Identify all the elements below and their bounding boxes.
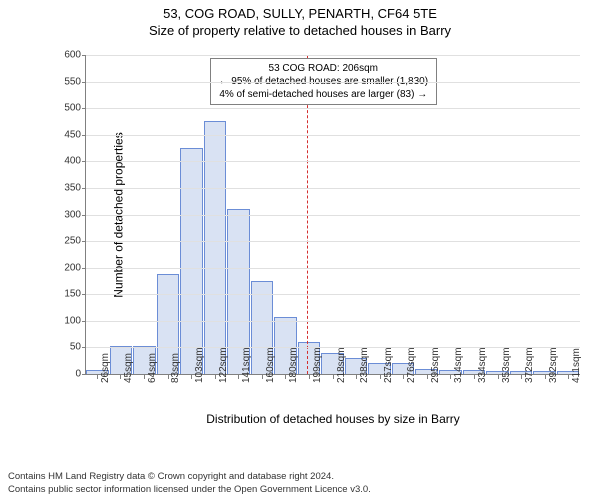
x-tick-label: 103sqm: [194, 347, 205, 383]
x-tick-label: 199sqm: [312, 347, 323, 383]
x-tick-label: 83sqm: [170, 353, 181, 383]
x-tick-mark: [545, 375, 546, 379]
y-tick-label: 50: [51, 342, 81, 353]
x-tick-mark: [191, 375, 192, 379]
y-tick-label: 350: [51, 182, 81, 193]
x-tick-mark: [380, 375, 381, 379]
x-tick-mark: [521, 375, 522, 379]
x-tick-label: 64sqm: [147, 353, 158, 383]
gridline: [86, 188, 580, 189]
y-tick-mark: [82, 161, 86, 162]
footer-line1: Contains HM Land Registry data © Crown c…: [8, 471, 371, 483]
gridline: [86, 55, 580, 56]
x-tick-mark: [97, 375, 98, 379]
y-tick-label: 600: [51, 50, 81, 61]
x-tick-label: 122sqm: [218, 347, 229, 383]
x-tick-mark: [168, 375, 169, 379]
x-tick-label: 26sqm: [100, 353, 111, 383]
x-tick-label: 257sqm: [383, 347, 394, 383]
x-tick-mark: [427, 375, 428, 379]
gridline: [86, 135, 580, 136]
y-tick-label: 0: [51, 369, 81, 380]
histogram-chart: Number of detached properties Distributi…: [55, 50, 585, 420]
x-tick-mark: [262, 375, 263, 379]
x-tick-label: 372sqm: [524, 347, 535, 383]
x-tick-mark: [474, 375, 475, 379]
gridline: [86, 268, 580, 269]
y-tick-label: 500: [51, 103, 81, 114]
y-tick-label: 300: [51, 209, 81, 220]
y-tick-mark: [82, 268, 86, 269]
x-tick-mark: [309, 375, 310, 379]
gridline: [86, 294, 580, 295]
x-tick-mark: [285, 375, 286, 379]
y-tick-label: 450: [51, 129, 81, 140]
x-tick-mark: [333, 375, 334, 379]
y-tick-label: 150: [51, 289, 81, 300]
gridline: [86, 241, 580, 242]
x-tick-mark: [403, 375, 404, 379]
x-tick-label: 276sqm: [406, 347, 417, 383]
y-tick-mark: [82, 135, 86, 136]
x-tick-label: 141sqm: [241, 347, 252, 383]
x-tick-label: 45sqm: [123, 353, 134, 383]
x-ticks-container: 26sqm45sqm64sqm83sqm103sqm122sqm141sqm16…: [85, 375, 580, 420]
x-tick-label: 218sqm: [336, 347, 347, 383]
y-tick-mark: [82, 82, 86, 83]
bar: [204, 121, 227, 374]
annotation-line3: 4% of semi-detached houses are larger (8…: [219, 88, 429, 101]
x-tick-label: 353sqm: [501, 347, 512, 383]
plot-area: Number of detached properties Distributi…: [85, 55, 580, 375]
y-tick-label: 100: [51, 315, 81, 326]
x-tick-mark: [498, 375, 499, 379]
x-tick-label: 295sqm: [430, 347, 441, 383]
x-tick-mark: [238, 375, 239, 379]
footer-line2: Contains public sector information licen…: [8, 484, 371, 496]
y-tick-mark: [82, 241, 86, 242]
y-tick-mark: [82, 108, 86, 109]
x-tick-label: 314sqm: [453, 347, 464, 383]
x-tick-label: 160sqm: [265, 347, 276, 383]
x-tick-label: 238sqm: [359, 347, 370, 383]
gridline: [86, 108, 580, 109]
y-tick-label: 200: [51, 262, 81, 273]
x-tick-label: 180sqm: [288, 347, 299, 383]
y-tick-mark: [82, 321, 86, 322]
x-tick-label: 334sqm: [477, 347, 488, 383]
x-tick-label: 411sqm: [571, 348, 582, 383]
x-tick-mark: [120, 375, 121, 379]
y-tick-mark: [82, 215, 86, 216]
y-tick-label: 400: [51, 156, 81, 167]
x-tick-mark: [215, 375, 216, 379]
x-tick-label: 392sqm: [548, 347, 559, 383]
x-tick-mark: [568, 375, 569, 379]
y-tick-label: 550: [51, 76, 81, 87]
x-tick-mark: [450, 375, 451, 379]
x-tick-mark: [144, 375, 145, 379]
y-tick-label: 250: [51, 236, 81, 247]
gridline: [86, 215, 580, 216]
bar: [180, 148, 203, 374]
y-tick-mark: [82, 294, 86, 295]
annotation-line1: 53 COG ROAD: 206sqm: [219, 62, 429, 75]
footer-attribution: Contains HM Land Registry data © Crown c…: [8, 471, 371, 496]
gridline: [86, 161, 580, 162]
y-tick-mark: [82, 188, 86, 189]
y-tick-mark: [82, 55, 86, 56]
gridline: [86, 321, 580, 322]
y-tick-mark: [82, 347, 86, 348]
page-title-line1: 53, COG ROAD, SULLY, PENARTH, CF64 5TE: [0, 0, 600, 21]
page-title-line2: Size of property relative to detached ho…: [0, 21, 600, 38]
x-tick-mark: [356, 375, 357, 379]
gridline: [86, 82, 580, 83]
